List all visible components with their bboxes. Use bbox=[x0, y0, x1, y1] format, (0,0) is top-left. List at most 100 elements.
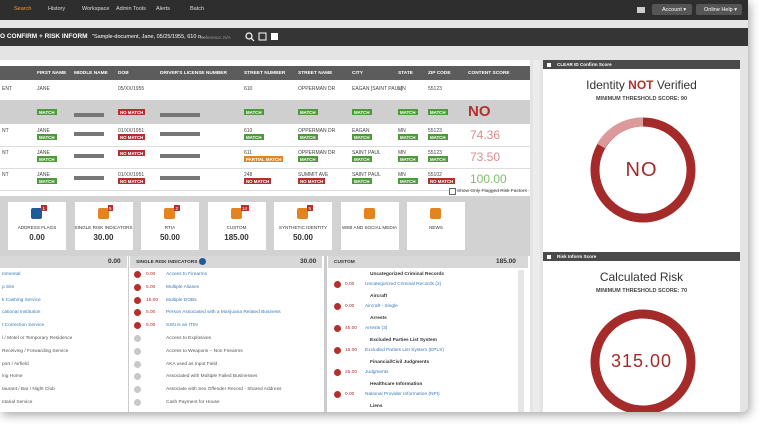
card-score: 50.00 bbox=[292, 233, 314, 242]
filter-label[interactable]: Show Only Flagged Risk Factors bbox=[457, 188, 527, 194]
status-icon bbox=[134, 399, 141, 406]
app-window: Account ▾ Online Help ▾ Search History Wor… bbox=[0, 0, 748, 412]
nav-item[interactable]: Batch bbox=[190, 6, 205, 12]
nav-item[interactable]: Workspace bbox=[82, 6, 110, 12]
match-badge: MATCH bbox=[428, 109, 448, 115]
card-count: 14 bbox=[240, 205, 249, 211]
cell-text: SUMMIT AVE bbox=[298, 172, 329, 178]
filter-checkbox[interactable] bbox=[449, 188, 456, 195]
cell-text: MN bbox=[398, 128, 406, 134]
match-badge: MATCH bbox=[352, 156, 372, 162]
cell-text: JANE bbox=[37, 128, 50, 134]
account-label[interactable]: Account ▾ bbox=[662, 6, 687, 13]
match-badge: NO MATCH bbox=[118, 178, 146, 184]
card-label: SYNTHETIC IDENTITY bbox=[278, 225, 328, 230]
match-badge: NO MATCH bbox=[244, 178, 272, 184]
item-score: 5.00 bbox=[146, 323, 156, 329]
match-badge: NO MATCH bbox=[118, 150, 146, 156]
risk-indicator: Associate with Sex Offender Record - Sha… bbox=[166, 387, 282, 393]
card-label: RTIA bbox=[164, 225, 176, 230]
account-button[interactable] bbox=[652, 4, 692, 15]
results-panel: FIRST NAME MIDDLE NAME DOB DRIVER'S LICENSE… bbox=[0, 60, 530, 412]
risk-indicator: Cash Payment for House bbox=[166, 400, 220, 405]
address-flag: l / Motel or Temporary Residence bbox=[2, 336, 73, 341]
custom-item: National Provider Information (NPI) bbox=[365, 392, 440, 397]
redacted-field bbox=[160, 132, 200, 136]
card-icon bbox=[297, 208, 308, 219]
title-icons[interactable] bbox=[244, 31, 284, 43]
match-badge: MATCH bbox=[37, 156, 57, 162]
info-icon bbox=[199, 258, 206, 265]
category-card[interactable]: 14 CUSTOM 185.00 bbox=[207, 202, 266, 250]
category-card[interactable]: 5 SINGLE RISK INDICATORS 30.00 bbox=[74, 202, 133, 250]
status-icon bbox=[134, 373, 141, 381]
content-score: 73.50 bbox=[470, 150, 501, 164]
risk-indicator: SSN is an ITIN bbox=[166, 323, 198, 329]
cell-text: OPPERMAN DR bbox=[298, 150, 336, 156]
match-badge: MATCH bbox=[352, 134, 372, 140]
category-card[interactable]: WEB AND SOCIAL MEDIA bbox=[340, 202, 399, 250]
match-badge: NO MATCH bbox=[118, 134, 146, 140]
custom-item: Excluded Parties List System (EPLS) bbox=[365, 348, 444, 353]
scrollbar[interactable] bbox=[533, 60, 540, 412]
category-card[interactable]: 2 RTIA 50.00 bbox=[141, 202, 199, 250]
match-badge: MATCH bbox=[244, 109, 264, 115]
score-donut bbox=[590, 309, 696, 412]
address-flag: k Cashing Service bbox=[2, 297, 41, 303]
nav-item[interactable]: Admin Tools bbox=[116, 6, 146, 12]
title-text: Calculated Risk bbox=[599, 270, 684, 284]
item-score: 45.00 bbox=[345, 326, 358, 331]
status-icon bbox=[134, 322, 141, 330]
input-row-bg bbox=[0, 80, 530, 100]
status-icon bbox=[134, 360, 141, 368]
nav-item[interactable]: Alerts bbox=[156, 6, 171, 12]
card-label: ADDRESS FLAGS bbox=[17, 225, 57, 230]
category-card[interactable]: NEWS bbox=[407, 202, 465, 250]
column-header: ZIP CODE bbox=[428, 70, 451, 76]
cell-text: 610 bbox=[244, 128, 253, 134]
row-divider bbox=[0, 189, 530, 190]
content-score: NO bbox=[468, 103, 491, 120]
card-icon bbox=[230, 208, 242, 219]
cell-text: SAINT PAUL bbox=[352, 172, 381, 178]
card-count: 5 bbox=[307, 205, 313, 211]
match-badge: NO MATCH bbox=[298, 178, 326, 184]
risk-indicator: Multiple Aliases bbox=[166, 284, 200, 290]
match-badge: NO MATCH bbox=[118, 109, 146, 115]
title-emphasis: NOT bbox=[628, 78, 654, 92]
item-score: 5.00 bbox=[146, 310, 156, 316]
status-icon bbox=[134, 271, 141, 278]
report-title: O CONFIRM + RISK INFORM bbox=[0, 33, 88, 40]
redacted-field bbox=[74, 132, 104, 136]
score-result: 315.00 bbox=[610, 351, 673, 371]
cell-text: MN bbox=[398, 86, 406, 92]
risk-indicator: Multiple DOBs bbox=[166, 297, 197, 303]
nav-item[interactable]: Search bbox=[14, 6, 32, 12]
card-count: 1 bbox=[41, 205, 47, 211]
status-icon bbox=[334, 369, 341, 376]
inner-scrollbar bbox=[518, 270, 524, 412]
custom-item: Aircraft - Single bbox=[365, 304, 398, 309]
match-badge: MATCH bbox=[398, 178, 418, 184]
card-label: NEWS bbox=[429, 225, 443, 230]
help-label[interactable]: Online Help ▾ bbox=[704, 6, 738, 13]
item-score: 25.00 bbox=[345, 370, 358, 375]
category-card[interactable]: 5 SYNTHETIC IDENTITY 50.00 bbox=[274, 202, 332, 250]
item-score: 15.00 bbox=[345, 348, 358, 353]
cell-text: 610 bbox=[244, 86, 253, 92]
nav-item[interactable]: History bbox=[48, 6, 66, 12]
match-badge: MATCH bbox=[398, 134, 418, 140]
table-body: ENT JANE 05/XX/1955 610 OPPERMAN DR EAGAN [SA… bbox=[0, 80, 530, 200]
column-header: CITY bbox=[352, 70, 363, 76]
threshold: MINIMUM THRESHOLD SCORE: 70 bbox=[595, 288, 688, 294]
help-button[interactable] bbox=[696, 4, 742, 15]
match-badge: MATCH bbox=[298, 156, 318, 162]
group-heading: Healthcare Information bbox=[370, 382, 423, 387]
category-card[interactable]: 1 ADDRESS FLAGS 0.00 bbox=[8, 202, 66, 250]
column-header: DOB bbox=[118, 70, 129, 76]
row-divider bbox=[0, 167, 530, 168]
mail-icon[interactable] bbox=[637, 7, 645, 13]
status-icon bbox=[134, 347, 141, 355]
address-flag: ing Home bbox=[2, 374, 23, 380]
card-score: 0.00 bbox=[29, 233, 45, 242]
